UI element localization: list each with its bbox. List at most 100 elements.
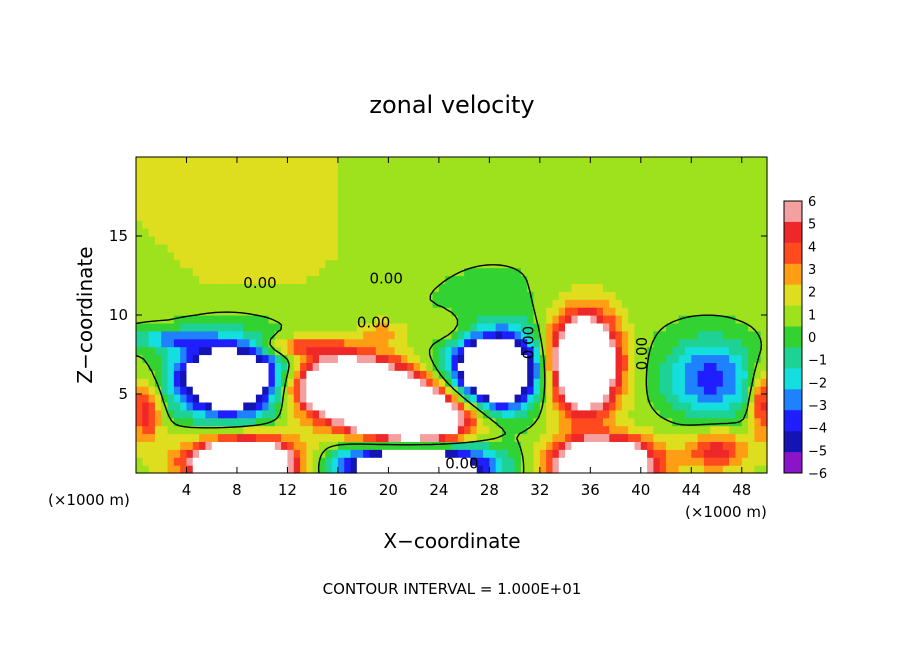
heatmap-cell: [684, 228, 692, 237]
heatmap-cell: [173, 291, 181, 300]
heatmap-cell: [457, 236, 465, 245]
heatmap-cell: [211, 346, 219, 356]
heatmap-cell: [262, 291, 270, 300]
heatmap-cell: [722, 322, 730, 332]
heatmap-cell: [729, 433, 737, 442]
heatmap-cell: [401, 188, 408, 198]
heatmap-cell: [514, 322, 522, 332]
heatmap-cell: [470, 338, 478, 348]
heatmap-cell: [388, 378, 396, 387]
heatmap-cell: [476, 180, 484, 190]
heatmap-cell: [691, 243, 699, 253]
heatmap-cell: [735, 354, 743, 363]
heatmap-cell: [640, 394, 648, 403]
heatmap-cell: [401, 370, 408, 379]
heatmap-cell: [382, 243, 389, 253]
heatmap-cell: [476, 457, 484, 466]
heatmap-cell: [508, 441, 516, 450]
heatmap-cell: [659, 433, 667, 442]
heatmap-cell: [205, 196, 213, 205]
heatmap-cell: [262, 228, 270, 237]
heatmap-cell: [167, 204, 175, 213]
heatmap-cell: [722, 180, 730, 190]
heatmap-cell: [180, 196, 188, 205]
heatmap-cell: [659, 212, 667, 221]
heatmap-cell: [596, 188, 604, 198]
heatmap-cell: [161, 236, 169, 245]
heatmap-cell: [287, 457, 295, 466]
heatmap-cell: [287, 386, 295, 395]
heatmap-cell: [148, 362, 156, 371]
heatmap-cell: [394, 204, 402, 213]
heatmap-cell: [741, 441, 749, 450]
heatmap-cell: [142, 283, 150, 292]
heatmap-cell: [571, 394, 579, 403]
heatmap-cell: [659, 275, 667, 284]
heatmap-cell: [546, 401, 554, 411]
heatmap-cell: [419, 307, 427, 316]
heatmap-cell: [142, 236, 150, 245]
heatmap-cell: [356, 465, 364, 474]
heatmap-cell: [142, 299, 150, 308]
heatmap-cell: [584, 243, 591, 253]
heatmap-cell: [337, 212, 345, 221]
heatmap-cell: [501, 465, 509, 474]
heatmap-cell: [476, 338, 484, 348]
heatmap-cell: [432, 370, 440, 379]
heatmap-cell: [142, 251, 150, 261]
heatmap-cell: [205, 449, 213, 458]
heatmap-cell: [508, 401, 516, 411]
heatmap-cell: [218, 417, 225, 427]
heatmap-cell: [142, 157, 150, 166]
heatmap-cell: [356, 425, 364, 435]
heatmap-cell: [457, 354, 465, 363]
heatmap-cell: [230, 259, 238, 269]
heatmap-cell: [356, 346, 364, 356]
heatmap-cell: [350, 330, 358, 340]
heatmap-cell: [356, 409, 364, 419]
heatmap-cell: [167, 220, 175, 229]
heatmap-cell: [722, 370, 730, 379]
heatmap-cell: [703, 212, 711, 221]
heatmap-cell: [255, 204, 263, 213]
heatmap-cell: [628, 180, 636, 190]
heatmap-cell: [628, 449, 636, 458]
heatmap-cell: [407, 386, 415, 395]
heatmap-cell: [659, 370, 667, 379]
heatmap-cell: [413, 322, 421, 332]
heatmap-cell: [634, 204, 642, 213]
heatmap-cell: [754, 370, 762, 379]
heatmap-cell: [729, 267, 737, 277]
heatmap-cell: [356, 180, 364, 190]
heatmap-cell: [300, 315, 307, 324]
heatmap-cell: [262, 307, 270, 316]
heatmap-cell: [350, 236, 358, 245]
heatmap-cell: [363, 441, 371, 450]
heatmap-cell: [287, 283, 295, 292]
heatmap-cell: [167, 196, 175, 205]
heatmap-cell: [438, 164, 446, 174]
heatmap-cell: [476, 188, 484, 198]
heatmap-cell: [394, 401, 402, 411]
heatmap-cell: [678, 457, 686, 466]
heatmap-cell: [401, 362, 408, 371]
heatmap-cell: [154, 338, 162, 348]
heatmap-cell: [192, 362, 200, 371]
heatmap-cell: [495, 315, 503, 324]
heatmap-cell: [640, 275, 648, 284]
heatmap-cell: [199, 401, 207, 411]
heatmap-cell: [748, 299, 755, 308]
heatmap-cell: [527, 394, 535, 403]
heatmap-cell: [615, 299, 623, 308]
heatmap-cell: [306, 196, 314, 205]
heatmap-cell: [552, 378, 560, 387]
heatmap-cell: [243, 346, 251, 356]
heatmap-cell: [438, 157, 446, 166]
heatmap-cell: [520, 236, 528, 245]
heatmap-cell: [186, 157, 194, 166]
heatmap-cell: [388, 307, 396, 316]
heatmap-cell: [306, 299, 314, 308]
heatmap-cell: [413, 449, 421, 458]
heatmap-cell: [451, 220, 459, 229]
heatmap-cell: [621, 401, 629, 411]
